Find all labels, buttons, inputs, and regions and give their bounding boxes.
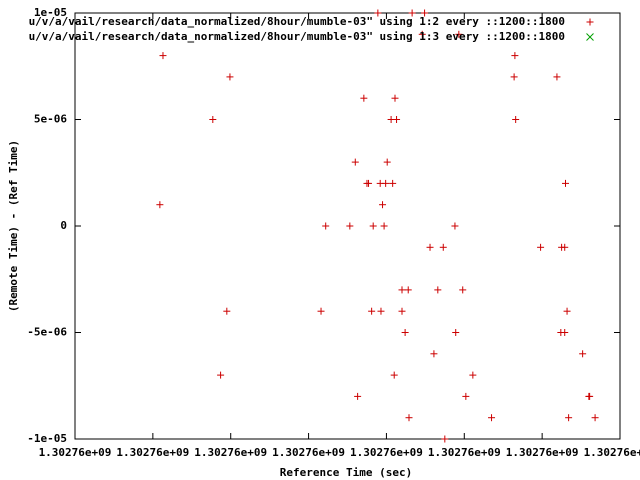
y-axis-label: (Remote Time) - (Ref Time) xyxy=(7,140,20,312)
point xyxy=(380,222,388,230)
point xyxy=(209,116,217,123)
point xyxy=(418,30,426,38)
point xyxy=(469,371,477,379)
point xyxy=(408,9,416,17)
point xyxy=(398,286,406,294)
point xyxy=(405,414,413,422)
point xyxy=(398,307,406,315)
point xyxy=(159,52,167,60)
point xyxy=(586,392,594,400)
point xyxy=(360,94,368,102)
point xyxy=(510,73,518,81)
point xyxy=(512,116,520,123)
point xyxy=(374,9,382,17)
legend-marker-stroke xyxy=(586,33,594,41)
x-axis-label: Reference Time (sec) xyxy=(280,466,412,479)
point xyxy=(390,371,398,379)
point xyxy=(426,243,434,251)
point xyxy=(462,392,470,400)
point xyxy=(434,286,442,294)
legend-label: u/v/a/vail/research/data_normalized/8hou… xyxy=(29,15,565,28)
x-tick-label: 1.30276e+09 xyxy=(428,446,501,459)
y-tick-label: -5e-06 xyxy=(27,326,67,339)
point xyxy=(561,329,569,336)
point xyxy=(379,201,387,209)
x-tick-label: 1.30276e+09 xyxy=(272,446,345,459)
point xyxy=(579,350,587,358)
point xyxy=(322,222,330,230)
point xyxy=(217,371,225,379)
point xyxy=(562,179,569,187)
x-tick-label: 1.30276e+09 xyxy=(584,446,640,459)
point xyxy=(452,329,460,336)
point xyxy=(391,94,399,102)
legend-label: u/v/a/vail/research/data_normalized/8hou… xyxy=(29,30,565,43)
point xyxy=(389,179,397,187)
point xyxy=(404,286,412,294)
x-tick-label: 1.30276e+09 xyxy=(350,446,423,459)
point xyxy=(377,307,385,315)
point xyxy=(421,9,429,17)
point xyxy=(317,307,325,315)
point xyxy=(223,307,231,315)
point xyxy=(591,414,599,422)
point xyxy=(430,350,438,358)
x-tick-label: 1.30276e+09 xyxy=(194,446,267,459)
point xyxy=(563,307,571,315)
point xyxy=(346,222,354,230)
point xyxy=(439,243,447,251)
point xyxy=(369,222,377,230)
x-tick-label: 1.30276e+09 xyxy=(116,446,189,459)
point xyxy=(156,201,164,209)
legend-marker xyxy=(586,18,594,26)
point xyxy=(455,30,463,38)
point xyxy=(382,179,390,187)
point xyxy=(383,158,391,166)
point xyxy=(226,73,234,81)
point xyxy=(365,179,373,187)
point xyxy=(561,243,569,251)
point xyxy=(393,116,401,123)
y-tick-label: -1e-05 xyxy=(27,432,67,445)
point xyxy=(511,52,519,60)
x-tick-label: 1.30276e+09 xyxy=(39,446,112,459)
point xyxy=(451,222,459,230)
point xyxy=(354,392,362,400)
legend-marker xyxy=(586,33,594,41)
y-tick-label: 5e-06 xyxy=(34,113,67,126)
point xyxy=(351,158,359,166)
point xyxy=(368,307,376,315)
point xyxy=(459,286,467,294)
point xyxy=(488,414,496,422)
y-tick-label: 0 xyxy=(60,219,67,232)
y-tick-label: 1e-05 xyxy=(34,6,67,19)
x-tick-label: 1.30276e+09 xyxy=(506,446,579,459)
point xyxy=(401,329,409,336)
point xyxy=(565,414,573,422)
point xyxy=(537,243,545,251)
point xyxy=(553,73,561,81)
point xyxy=(441,435,449,443)
